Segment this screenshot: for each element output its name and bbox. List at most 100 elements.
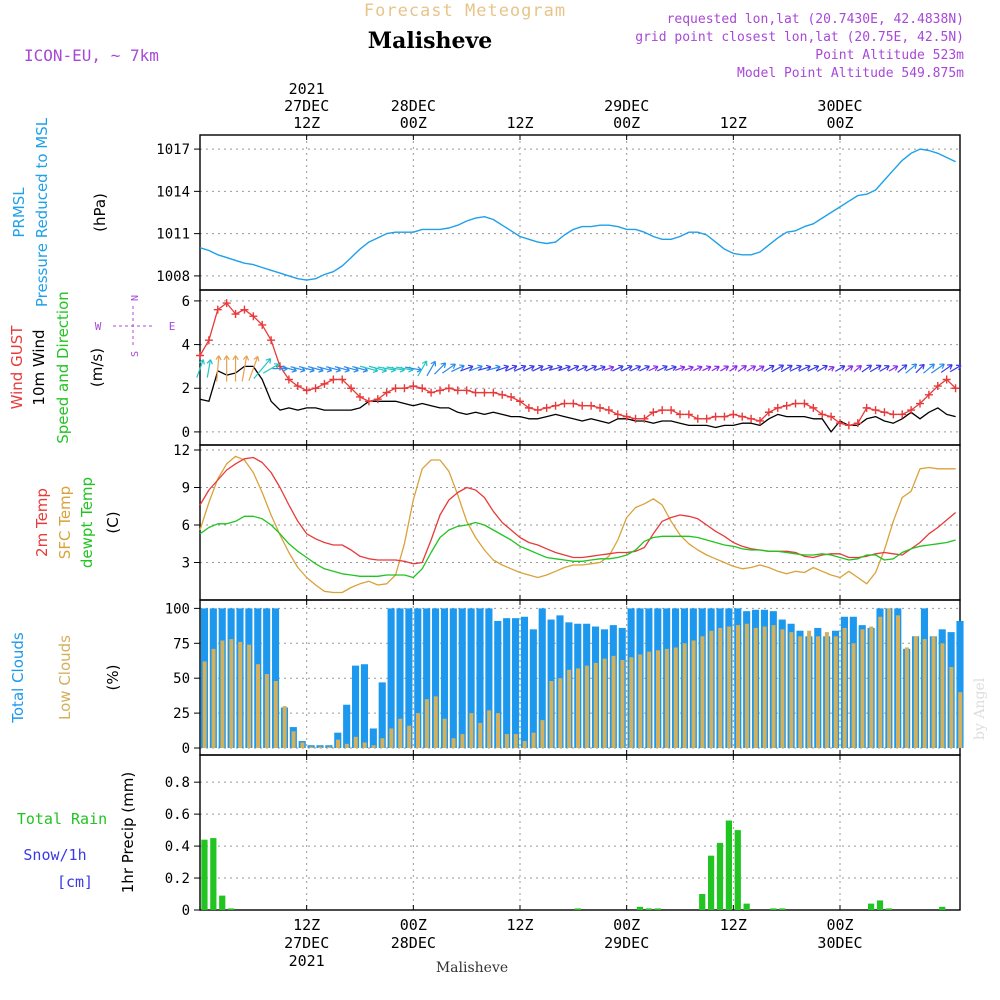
wind-arrow-head <box>688 365 694 372</box>
low-cloud-bar <box>958 692 963 749</box>
low-cloud-bar <box>469 713 474 749</box>
total-cloud-bar <box>503 618 511 749</box>
gust-marker <box>347 384 356 393</box>
total-cloud-bar <box>352 665 360 749</box>
total-cloud-bar <box>387 608 395 749</box>
wind-arrow <box>442 363 456 374</box>
wind-arrow <box>684 366 694 371</box>
gust-marker <box>578 401 587 410</box>
low-cloud-bar <box>736 625 740 749</box>
wind-arrow <box>746 365 756 372</box>
wind-arrow <box>861 364 872 373</box>
wind-arrow-head <box>206 359 213 365</box>
panel-temp: 12 9 6 3 2m Temp SFC Temp dewpt Temp (C) <box>33 443 961 601</box>
y-tick-label: 1017 <box>156 142 190 158</box>
total-cloud-bar <box>307 745 315 749</box>
compass-e: E <box>169 320 176 333</box>
rain-bar <box>636 906 644 910</box>
wind-arrow-head <box>652 365 659 371</box>
low-cloud-bar <box>327 746 332 749</box>
low-cloud-bar <box>229 639 234 749</box>
low-cloud-bar <box>318 746 323 749</box>
low-cloud-bar <box>353 736 358 749</box>
gust-marker <box>844 421 853 430</box>
total-cloud-bar <box>423 608 431 749</box>
gust-marker <box>613 410 622 419</box>
wind-arrow-head <box>901 364 908 370</box>
wind-arrow <box>451 365 465 373</box>
wind-arrow <box>844 365 854 372</box>
wind-arrow-head <box>421 360 428 367</box>
wind-series <box>196 299 962 433</box>
header: Forecast Meteogram Malisheve ICON-EU, ~ … <box>24 1 964 81</box>
gust-marker <box>338 375 347 384</box>
low-cloud-bar <box>664 648 669 749</box>
bottom-axis-label: 2021 <box>289 952 325 970</box>
low-cloud-bar <box>638 654 643 749</box>
low-cloud-bar <box>611 655 616 749</box>
wind-arrow-head <box>591 364 597 371</box>
compass-n: N <box>130 295 141 301</box>
total-cloud-bar <box>467 608 475 749</box>
wind-arrow-head <box>242 355 250 361</box>
wind-arrow <box>702 366 712 372</box>
wind-arrow <box>798 365 811 372</box>
low-cloud-bar <box>273 680 278 749</box>
gust-marker <box>853 419 862 428</box>
wind-arrow-head <box>618 364 624 371</box>
wind-arrow <box>290 366 306 372</box>
top-axis-label: 30DEC <box>817 97 862 115</box>
model-label: ICON-EU, ~ 7km <box>24 46 159 65</box>
low-cloud-bar <box>247 644 252 749</box>
gust-marker <box>587 401 596 410</box>
gust-marker <box>711 412 720 421</box>
total-cloud-bar <box>538 608 546 749</box>
gust-marker <box>453 386 462 395</box>
wind-arrow-head <box>911 363 918 369</box>
gust-marker <box>702 414 711 423</box>
wind-arrow <box>567 365 579 372</box>
gust-marker <box>382 388 391 397</box>
wind-arrow-head <box>947 364 953 370</box>
panel-label: 10m Wind <box>30 329 48 405</box>
low-cloud-bar <box>647 651 652 749</box>
panel-label: Speed and Direction <box>54 291 72 444</box>
y-tick-label: 0 <box>182 425 190 441</box>
gust-marker <box>267 336 276 345</box>
low-cloud-bar <box>691 640 696 749</box>
wind-arrow <box>325 366 341 372</box>
gust-marker <box>596 403 604 412</box>
wind-arrow <box>585 365 597 372</box>
wind-arrow-head <box>768 364 775 371</box>
low-cloud-bar <box>202 661 207 749</box>
wind-arrow-head <box>955 364 962 371</box>
wind-arrow <box>477 366 492 371</box>
low-cloud-bar <box>549 680 554 749</box>
panel-label: (%) <box>104 665 122 691</box>
wind-arrow <box>755 365 765 372</box>
wind-arrow <box>905 363 917 374</box>
wind-arrow <box>253 358 272 379</box>
wind-speed-line <box>199 365 956 433</box>
low-cloud-bar <box>656 650 660 749</box>
wind-arrow-head <box>503 364 509 371</box>
gust-marker <box>916 399 924 408</box>
low-cloud-bar <box>513 734 518 749</box>
gust-marker <box>738 412 747 421</box>
low-cloud-bar <box>424 699 429 749</box>
panel-label: Pressure Reduced to MSL <box>33 117 51 307</box>
wind-arrow-head <box>778 364 785 370</box>
panel-frame <box>199 134 961 291</box>
wind-arrow-head <box>679 365 686 372</box>
low-cloud-bar <box>798 636 803 749</box>
y-tick-label: 0 <box>182 741 190 757</box>
wind-arrow-head <box>253 355 260 362</box>
wind-arrow <box>594 366 606 372</box>
wind-arrow-head <box>232 355 239 361</box>
gust-marker <box>764 408 773 417</box>
low-cloud-bar <box>433 696 438 749</box>
requested-coords: requested lon,lat (20.7430E, 42.4838N) <box>667 12 964 27</box>
wind-arrow <box>648 365 659 372</box>
gust-marker <box>222 299 231 308</box>
wind-arrow <box>352 365 368 372</box>
